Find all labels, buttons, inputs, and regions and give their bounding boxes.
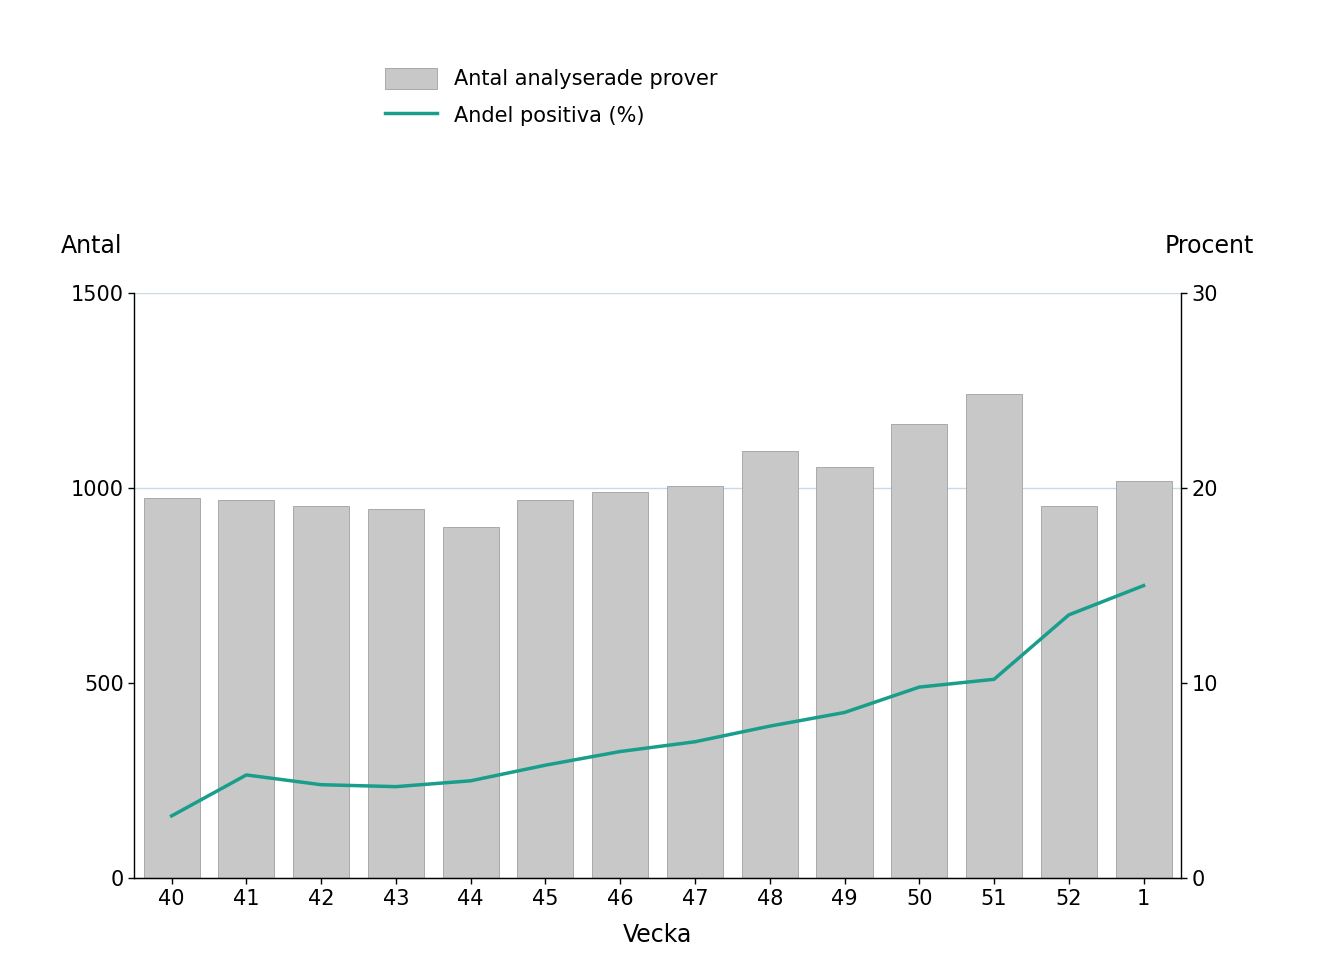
Bar	[592, 492, 648, 878]
Bar	[742, 451, 797, 878]
Bar	[219, 500, 274, 878]
Bar	[1115, 480, 1172, 878]
Text: Antal: Antal	[60, 233, 122, 258]
Legend: Antal analyserade prover, Andel positiva (%): Antal analyserade prover, Andel positiva…	[374, 58, 727, 136]
Bar	[891, 424, 947, 878]
Bar	[1041, 506, 1096, 878]
Bar	[293, 506, 349, 878]
Text: Procent: Procent	[1165, 233, 1255, 258]
Bar	[816, 467, 872, 878]
Bar	[368, 509, 424, 878]
Bar	[667, 486, 723, 878]
Bar	[144, 498, 200, 878]
Bar	[518, 500, 573, 878]
X-axis label: Vecka: Vecka	[623, 922, 692, 947]
Bar	[966, 394, 1023, 878]
Bar	[443, 527, 499, 878]
